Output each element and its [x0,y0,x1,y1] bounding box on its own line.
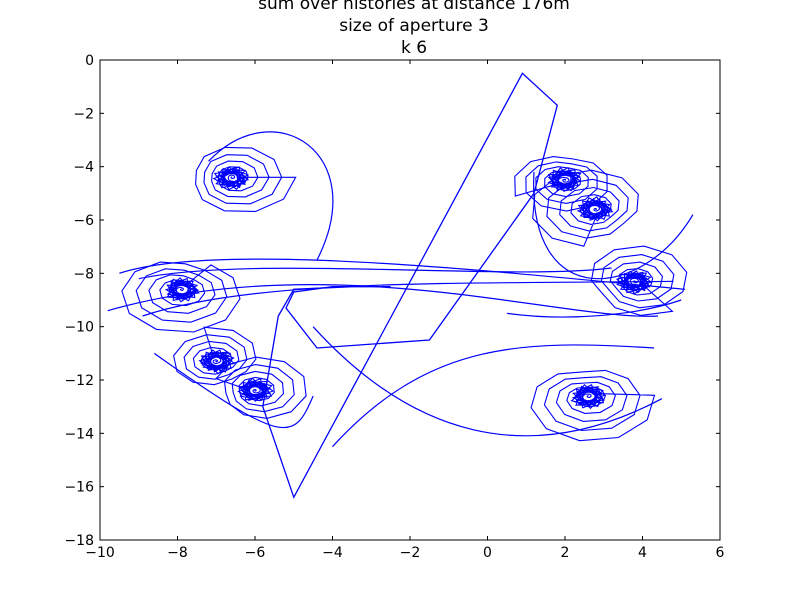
connecting-arc-line [208,131,334,261]
spiral-line [530,369,656,442]
connecting-arc-line [138,267,612,280]
axis-ticks: −10 −8 −6 −4 −2 0 2 4 6 0 −2 −4 −6 −8 −10 −12 −14 −16 −18 [64,53,724,561]
y-tick-label: −2 [73,106,94,122]
connecting-arc-line [153,352,314,429]
y-tick-label: −8 [73,266,94,282]
x-tick-label: −2 [400,545,421,561]
central-path-line [262,72,559,499]
x-tick-label: 6 [716,545,725,561]
connecting-arc-line [533,171,694,280]
y-tick-label: −18 [64,533,94,549]
y-tick-label: −16 [64,480,94,496]
x-tick-label: 4 [638,545,647,561]
y-tick-label: −12 [64,373,94,389]
spiral-line [215,356,307,419]
connecting-arc-line [332,344,655,448]
x-tick-label: −8 [167,545,188,561]
spiral-line [173,326,257,386]
y-tick-label: −14 [64,426,94,442]
x-tick-label: −4 [322,545,343,561]
y-tick-label: −4 [73,160,94,176]
x-tick-label: −6 [245,545,266,561]
connecting-arc-line [312,326,663,437]
y-tick-label: 0 [85,53,94,69]
connecting-arc-line [506,299,682,318]
spiral-line [195,146,297,213]
chart-title-line-3: k 6 [401,38,427,58]
y-tick-label: −10 [64,320,94,336]
spiral-line [532,169,639,247]
y-tick-label: −6 [73,213,94,229]
x-tick-label: 2 [561,545,570,561]
chart-title-line-1: sum over histories at distance 176m [258,0,570,14]
x-tick-label: 0 [483,545,492,561]
x-tick-label: −10 [85,545,115,561]
axes-frame [99,59,721,541]
plot-area [107,72,694,499]
spiral-line [121,261,241,333]
connecting-arc-line [119,258,686,290]
chart-title-line-2: size of aperture 3 [339,16,489,36]
